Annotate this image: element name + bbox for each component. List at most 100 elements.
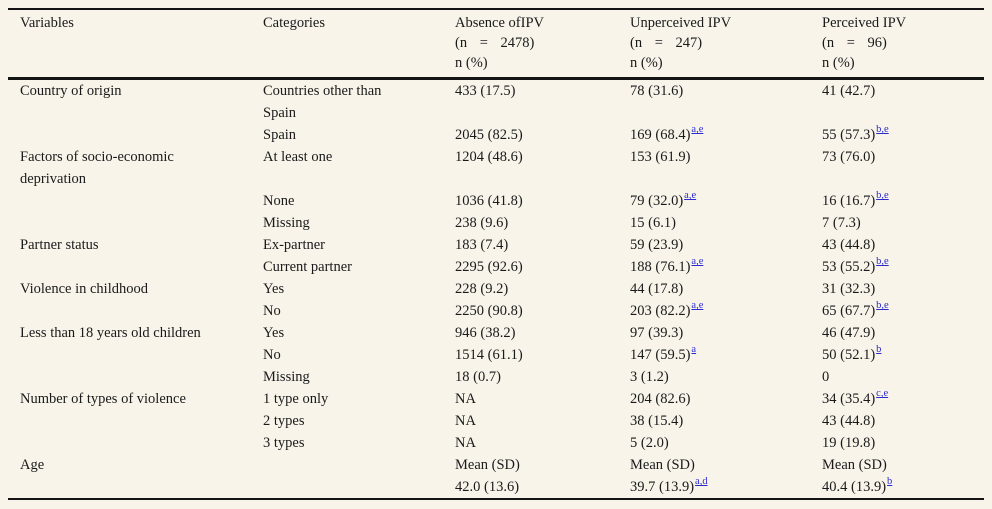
- header-row: Variables Categories Absence ofIPV (n = …: [8, 9, 984, 79]
- footnote-ref[interactable]: b: [887, 476, 893, 488]
- footnote-ref[interactable]: a,d: [695, 476, 708, 488]
- col-header-variables: Variables: [8, 9, 263, 79]
- value-cell: 203 (82.2)a,e: [630, 300, 704, 319]
- value-cell: 42.0 (13.6): [455, 479, 520, 495]
- value-cell: 31 (32.3): [822, 281, 876, 297]
- col-header-absence-ipv: Absence ofIPV (n = 2478) n (%): [455, 9, 630, 79]
- category-cell: None: [263, 193, 295, 209]
- category-cell: Countries other than Spain: [263, 83, 382, 121]
- value-cell: 1036 (41.8): [455, 193, 523, 209]
- col-header-stat: n (%): [822, 55, 855, 71]
- variable-cell: [8, 366, 263, 388]
- value-cell: 169 (68.4)a,e: [630, 124, 704, 143]
- variable-cell: Country of origin: [20, 83, 122, 99]
- category-cell: Yes: [263, 281, 285, 297]
- value-cell: NA: [455, 435, 476, 451]
- value-cell: 147 (59.5)a: [630, 344, 697, 363]
- value-cell: Mean (SD): [630, 457, 695, 473]
- category-cell: Ex-partner: [263, 237, 325, 253]
- category-cell: Current partner: [263, 259, 352, 275]
- col-header-label: Variables: [20, 15, 74, 31]
- col-header-categories: Categories: [263, 9, 455, 79]
- ipv-table: Variables Categories Absence ofIPV (n = …: [8, 8, 984, 500]
- table-row: Spain 2045 (82.5) 169 (68.4)a,e 55 (57.3)b,…: [8, 124, 984, 146]
- variable-cell: Factors of socio-economic deprivation: [20, 149, 174, 187]
- variable-cell: [8, 344, 263, 366]
- value-cell: 2045 (82.5): [455, 127, 523, 143]
- value-cell: 97 (39.3): [630, 325, 684, 341]
- category-cell: [263, 454, 455, 476]
- col-header-stat: n (%): [630, 55, 663, 71]
- table-header: Variables Categories Absence ofIPV (n = …: [8, 9, 984, 79]
- category-cell: No: [263, 347, 281, 363]
- footnote-ref[interactable]: a,e: [684, 190, 697, 202]
- value-cell: 34 (35.4)c,e: [822, 388, 889, 407]
- value-cell: 16 (16.7)b,e: [822, 190, 889, 209]
- variable-cell: [8, 256, 263, 278]
- value-cell: 238 (9.6): [455, 215, 509, 231]
- category-cell: 3 types: [263, 435, 305, 451]
- footnote-ref[interactable]: a,e: [691, 300, 704, 312]
- value-cell: 5 (2.0): [630, 435, 669, 451]
- category-cell: Yes: [263, 325, 285, 341]
- value-cell: 1204 (48.6): [455, 149, 523, 165]
- table-row: No 2250 (90.8) 203 (82.2)a,e 65 (67.7)b,e: [8, 300, 984, 322]
- table-row: 2 types NA 38 (15.4) 43 (44.8): [8, 410, 984, 432]
- value-cell: 946 (38.2): [455, 325, 516, 341]
- variable-cell: [8, 124, 263, 146]
- value-cell: NA: [455, 413, 476, 429]
- value-cell: 0: [822, 369, 830, 385]
- table-row: Number of types of violence 1 type only NA…: [8, 388, 984, 410]
- footnote-ref[interactable]: b,e: [876, 190, 889, 202]
- variable-cell: [8, 432, 263, 454]
- value-cell: 41 (42.7): [822, 83, 876, 99]
- value-cell: 50 (52.1)b: [822, 344, 882, 363]
- table-row: Missing 18 (0.7) 3 (1.2) 0: [8, 366, 984, 388]
- value-cell: 15 (6.1): [630, 215, 676, 231]
- value-cell: 53 (55.2)b,e: [822, 256, 889, 275]
- value-cell: Mean (SD): [455, 457, 520, 473]
- value-cell: Mean (SD): [822, 457, 887, 473]
- footnote-ref[interactable]: b,e: [876, 256, 889, 268]
- value-cell: 46 (47.9): [822, 325, 876, 341]
- value-cell: 18 (0.7): [455, 369, 501, 385]
- value-cell: 2250 (90.8): [455, 303, 523, 319]
- table-row: None 1036 (41.8) 79 (32.0)a,e 16 (16.7)b,e: [8, 190, 984, 212]
- col-header-label: Unperceived IPV: [630, 15, 732, 31]
- col-header-perceived-ipv: Perceived IPV (n = 96) n (%): [822, 9, 984, 79]
- footnote-ref[interactable]: a,e: [691, 124, 704, 136]
- category-cell: Spain: [263, 127, 297, 143]
- category-cell: Missing: [263, 215, 310, 231]
- value-cell: 73 (76.0): [822, 149, 876, 165]
- footnote-ref[interactable]: b: [876, 344, 882, 356]
- table-row: 42.0 (13.6) 39.7 (13.9)a,d 40.4 (13.9)b: [8, 476, 984, 499]
- variable-cell: [8, 212, 263, 234]
- col-header-stat: n (%): [455, 55, 488, 71]
- col-header-label: Perceived IPV: [822, 15, 907, 31]
- value-cell: 188 (76.1)a,e: [630, 256, 704, 275]
- variable-cell: [8, 190, 263, 212]
- col-header-n: (n = 2478): [455, 35, 535, 51]
- footnote-ref[interactable]: c,e: [876, 388, 889, 400]
- table-row: Current partner 2295 (92.6) 188 (76.1)a,e 5…: [8, 256, 984, 278]
- value-cell: NA: [455, 391, 476, 407]
- col-header-unperceived-ipv: Unperceived IPV (n = 247) n (%): [630, 9, 822, 79]
- col-header-label: Categories: [263, 15, 326, 31]
- footnote-ref[interactable]: a,e: [691, 256, 704, 268]
- category-cell: No: [263, 303, 281, 319]
- value-cell: 38 (15.4): [630, 413, 684, 429]
- value-cell: 153 (61.9): [630, 149, 691, 165]
- table-row: Missing 238 (9.6) 15 (6.1) 7 (7.3): [8, 212, 984, 234]
- footnote-ref[interactable]: a: [691, 344, 697, 356]
- footnote-ref[interactable]: b,e: [876, 124, 889, 136]
- value-cell: 79 (32.0)a,e: [630, 190, 697, 209]
- value-cell: 183 (7.4): [455, 237, 509, 253]
- category-cell: [263, 476, 455, 499]
- variable-cell: [8, 300, 263, 322]
- category-cell: Missing: [263, 369, 310, 385]
- footnote-ref[interactable]: b,e: [876, 300, 889, 312]
- value-cell: 43 (44.8): [822, 237, 876, 253]
- category-cell: At least one: [263, 149, 333, 165]
- value-cell: 433 (17.5): [455, 83, 516, 99]
